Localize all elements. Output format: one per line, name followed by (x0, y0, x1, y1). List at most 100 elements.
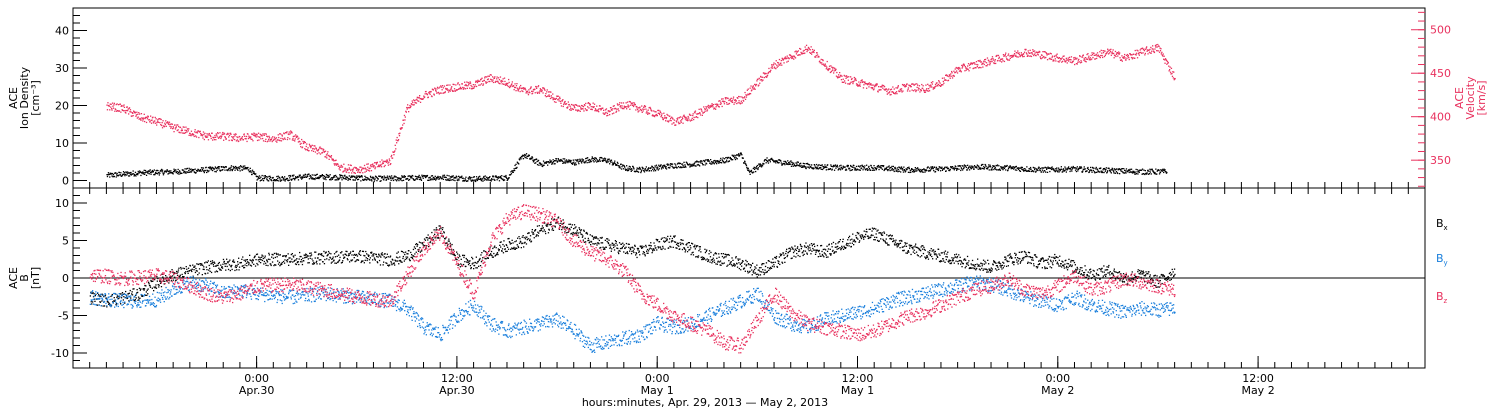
velocity-point (468, 82, 470, 84)
ion-density-point (594, 157, 596, 159)
bx-point (134, 299, 136, 301)
velocity-point (386, 159, 388, 161)
velocity-point (1147, 49, 1149, 51)
velocity-point (807, 49, 809, 51)
velocity-point (793, 55, 795, 57)
ion-density-point (478, 178, 480, 180)
velocity-point (589, 104, 591, 106)
velocity-point (311, 144, 313, 146)
ion-density-point (1004, 166, 1006, 168)
axis-label-line: Velocity (1464, 76, 1477, 120)
velocity-point (1162, 55, 1164, 57)
velocity-point (973, 62, 975, 64)
ion-density-point (552, 159, 554, 161)
ion-density-point (641, 166, 643, 168)
velocity-point (497, 81, 499, 83)
ion-density-point (592, 160, 594, 162)
velocity-point (581, 104, 583, 107)
velocity-point (297, 141, 300, 143)
velocity-point (252, 134, 255, 136)
velocity-point (324, 150, 326, 153)
velocity-point (950, 75, 952, 77)
velocity-point (168, 123, 170, 126)
velocity-point (723, 101, 725, 103)
ion-density-point (908, 168, 910, 170)
velocity-point (979, 66, 981, 69)
velocity-point (354, 166, 356, 168)
velocity-point (307, 149, 309, 151)
velocity-point (1063, 59, 1066, 61)
ion-density-point (116, 172, 118, 175)
velocity-point (446, 88, 448, 90)
ion-density-point (329, 179, 331, 181)
velocity-point (159, 122, 161, 124)
ion-density-point (529, 157, 531, 160)
velocity-point (1046, 54, 1048, 56)
velocity-point (722, 98, 724, 100)
ion-density-point (144, 172, 146, 174)
velocity-point (1011, 56, 1013, 58)
velocity-point (335, 159, 337, 161)
velocity-point (326, 153, 328, 155)
ion-density-point (788, 163, 791, 165)
ion-density-point (397, 177, 399, 179)
velocity-point (778, 63, 780, 66)
velocity-point (433, 93, 435, 95)
bx-point (185, 271, 187, 273)
ion-density-point (422, 175, 424, 177)
velocity-point (743, 97, 745, 99)
ion-density-point (120, 172, 122, 174)
ion-density-point (499, 177, 501, 179)
bx-point (102, 305, 104, 307)
velocity-point (733, 99, 736, 101)
velocity-point (662, 118, 664, 121)
ion-density-point (1034, 169, 1036, 171)
velocity-point (172, 128, 174, 130)
ion-density-point (264, 175, 266, 177)
ion-density-point (560, 158, 562, 161)
velocity-point (294, 140, 296, 142)
ion-density-point (667, 164, 669, 166)
ion-density-point (310, 177, 312, 179)
bx-point (183, 276, 185, 278)
ion-density-point (537, 159, 540, 162)
velocity-point (523, 88, 525, 90)
velocity-point (255, 134, 257, 136)
ion-density-point (503, 179, 505, 182)
ion-density-point (968, 166, 970, 168)
velocity-point (352, 168, 354, 171)
velocity-point (1103, 50, 1105, 52)
ion-density-point (133, 173, 135, 175)
ion-density-point (1111, 169, 1113, 171)
velocity-point (926, 88, 928, 90)
ion-density-point (978, 165, 980, 167)
velocity-point (1027, 54, 1029, 56)
velocity-point (553, 98, 555, 100)
ion-density-point (288, 175, 290, 177)
velocity-point (803, 52, 805, 55)
ion-density-point (965, 166, 967, 169)
bx-point (142, 295, 144, 297)
velocity-point (485, 81, 487, 83)
bx-point (176, 272, 178, 274)
velocity-point (955, 66, 957, 69)
velocity-point (141, 118, 143, 120)
bx-point (98, 294, 100, 296)
ion-density-point (896, 167, 899, 169)
velocity-point (350, 169, 352, 172)
velocity-point (492, 76, 494, 78)
ion-density-point (784, 164, 786, 166)
velocity-point (916, 86, 918, 88)
velocity-point (1013, 54, 1015, 56)
ion-density-point (122, 173, 124, 175)
velocity-point (259, 133, 261, 135)
ion-density-point (1064, 166, 1066, 168)
velocity-point (414, 102, 417, 104)
velocity-point (752, 85, 754, 87)
velocity-point (657, 109, 659, 112)
velocity-point (873, 86, 876, 88)
ion-density-point (400, 179, 402, 181)
ion-density-point (1092, 169, 1095, 172)
ion-density-point (318, 176, 321, 179)
